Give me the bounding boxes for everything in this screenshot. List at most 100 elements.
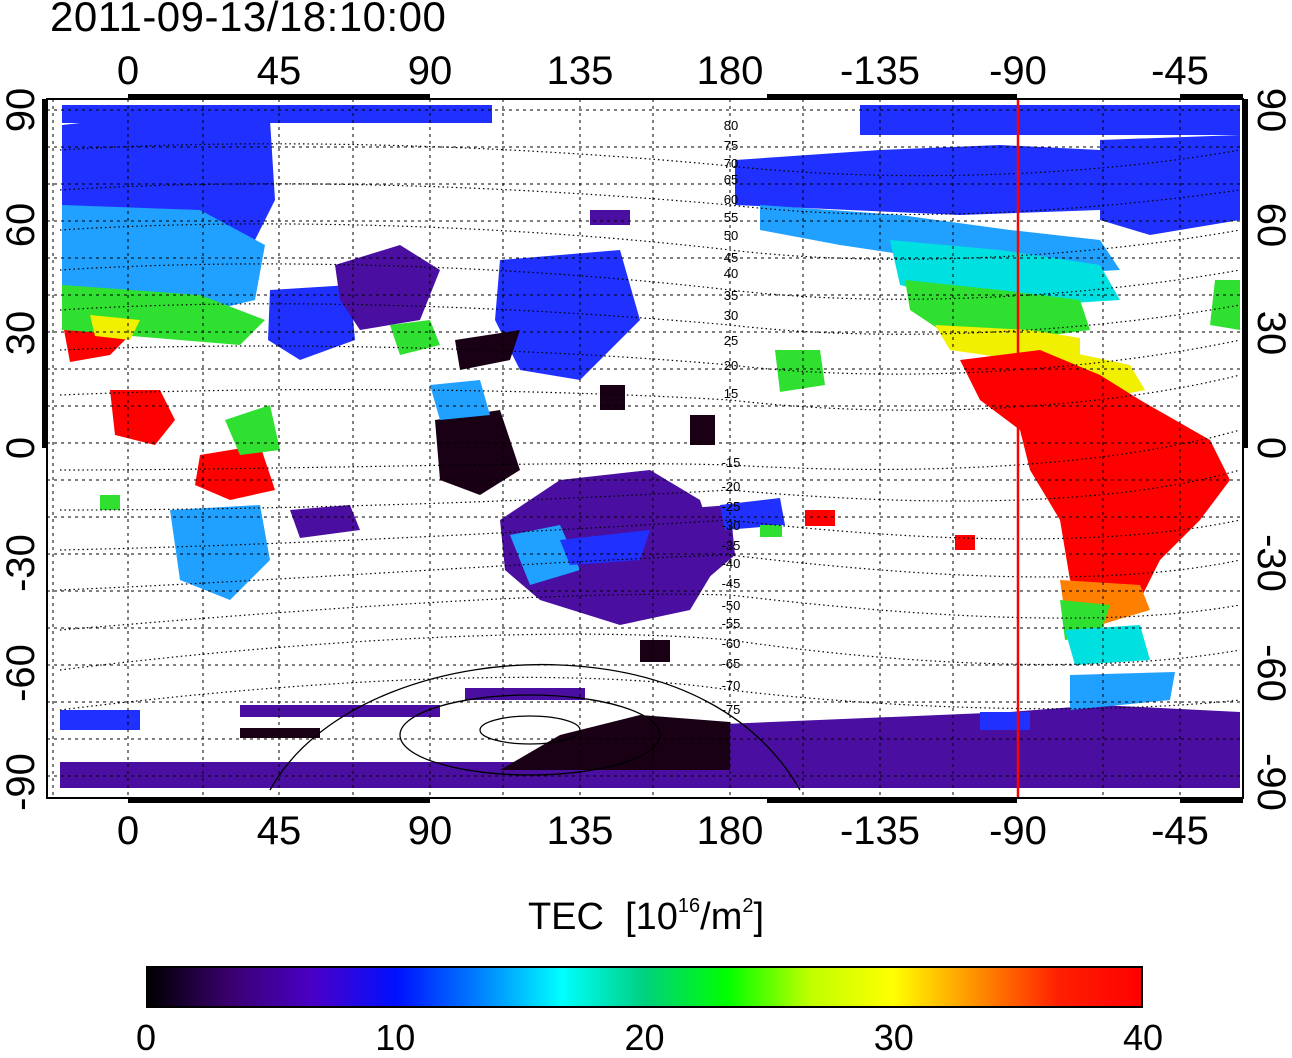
tec-patch [335, 245, 440, 330]
tec-patch [560, 530, 650, 565]
tec-patch [1065, 625, 1150, 665]
colorbar [146, 966, 1143, 1008]
x-tick-label-bottom: 45 [257, 809, 302, 853]
contour-value-label: 45 [724, 250, 738, 265]
y-axis-left: 90 60 30 0 -30 -60 -90 [0, 88, 43, 811]
y-tick-label-left: 90 [0, 88, 43, 133]
colorbar-unit-mid: /m [700, 896, 743, 938]
tec-patch [495, 250, 640, 380]
tec-patch [955, 535, 975, 550]
contour-value-label: -75 [722, 702, 741, 717]
contour-value-label: 50 [724, 228, 738, 243]
x-tick-label-bottom: 90 [408, 809, 453, 853]
colorbar-unit-open: [10 [625, 896, 678, 938]
tec-patch [240, 728, 320, 738]
contour-value-label: -45 [722, 576, 741, 591]
tec-patch [390, 320, 440, 355]
tec-patch [720, 498, 785, 530]
tec-patch [600, 385, 625, 410]
tec-patch [170, 505, 270, 600]
tec-patch [290, 505, 360, 538]
y-tick-label-right: 60 [1249, 203, 1292, 248]
y-tick-label-right: 30 [1249, 311, 1292, 356]
tec-patch [435, 410, 520, 495]
tec-patch [1100, 135, 1240, 235]
tec-patch [90, 315, 140, 340]
contour-value-label: 30 [724, 308, 738, 323]
tec-patch [430, 380, 490, 420]
x-tick-label-top: -45 [1151, 49, 1209, 93]
x-axis-bottom: 0 45 90 135 180 -135 -90 -45 [117, 809, 1209, 853]
y-tick-label-left: -90 [0, 753, 43, 811]
x-tick-label-bottom: 180 [697, 809, 764, 853]
contour-value-label: -60 [722, 636, 741, 651]
contour-value-label: -35 [722, 538, 741, 553]
x-tick-label-top: -90 [989, 49, 1047, 93]
contour-value-label: -55 [722, 616, 741, 631]
tec-data-layer [60, 105, 1240, 788]
frame-bar [767, 798, 1017, 803]
tec-patch [225, 405, 280, 455]
pole-contours [269, 663, 801, 791]
colorbar-tick-label: 10 [375, 1017, 416, 1058]
tec-patch [455, 330, 520, 370]
colorbar-title: TEC [1016/m2] [0, 895, 1292, 938]
contour-value-label: 25 [724, 333, 738, 348]
tec-patch [100, 495, 120, 510]
y-tick-label-left: 0 [0, 437, 43, 459]
frame-bar [1180, 798, 1243, 803]
y-tick-label-right: 0 [1249, 437, 1292, 459]
tec-patch [590, 210, 630, 225]
y-tick-label-left: -30 [0, 534, 43, 592]
tec-patch [775, 350, 825, 392]
contour-value-label: 55 [724, 210, 738, 225]
y-tick-label-left: 30 [0, 311, 43, 356]
tec-patch [500, 715, 730, 770]
tec-patch [735, 145, 1100, 215]
map-timestamp: 2011-09-13/18:10:00 [50, 0, 447, 40]
y-tick-label-right: -90 [1249, 753, 1292, 811]
frame-bar [42, 99, 47, 448]
tec-patch [980, 712, 1030, 730]
contour-value-label: -50 [722, 598, 741, 613]
tec-patch [1070, 672, 1175, 710]
frame-bar [128, 798, 430, 803]
x-tick-label-bottom: -90 [989, 809, 1047, 853]
y-tick-label-right: 90 [1249, 88, 1292, 133]
contour-value-label: -70 [722, 678, 741, 693]
map-frame [46, 98, 1244, 799]
contour-value-label: 60 [724, 192, 738, 207]
y-axis-right: 90 60 30 0 -30 -60 -90 [1249, 88, 1292, 811]
x-tick-label-bottom: -135 [840, 809, 920, 853]
tec-patch [960, 350, 1230, 610]
x-tick-label-bottom: -45 [1151, 809, 1209, 853]
x-tick-label-top: -135 [840, 49, 920, 93]
colorbar-title-main: TEC [527, 896, 604, 938]
tec-patch [935, 325, 1080, 360]
x-tick-label-bottom: 135 [547, 809, 614, 853]
contour-value-label: -25 [722, 499, 741, 514]
colorbar-tick-label: 30 [873, 1017, 914, 1058]
contour-value-label: -30 [722, 518, 741, 533]
tec-patch [665, 505, 735, 585]
colorbar-tick-label: 20 [624, 1017, 665, 1058]
tec-patch [760, 525, 782, 537]
frame-bar [1180, 94, 1243, 99]
y-tick-label-left: 60 [0, 203, 43, 248]
tec-patch [805, 510, 835, 526]
colorbar-unit-close: ] [753, 896, 765, 938]
y-tick-label-right: -60 [1249, 644, 1292, 702]
x-tick-label-top: 90 [408, 49, 453, 93]
contour-value-label: -65 [722, 656, 741, 671]
tec-patch [1210, 280, 1240, 330]
contour-value-label: 65 [724, 172, 738, 187]
colorbar-unit-exp2: 2 [742, 895, 754, 917]
frame-bar [767, 94, 1017, 99]
x-tick-label-top: 45 [257, 49, 302, 93]
x-tick-label-top: 180 [697, 49, 764, 93]
contour-value-label: 15 [724, 386, 738, 401]
y-tick-label-right: -30 [1249, 534, 1292, 592]
contour-value-label: 20 [724, 358, 738, 373]
